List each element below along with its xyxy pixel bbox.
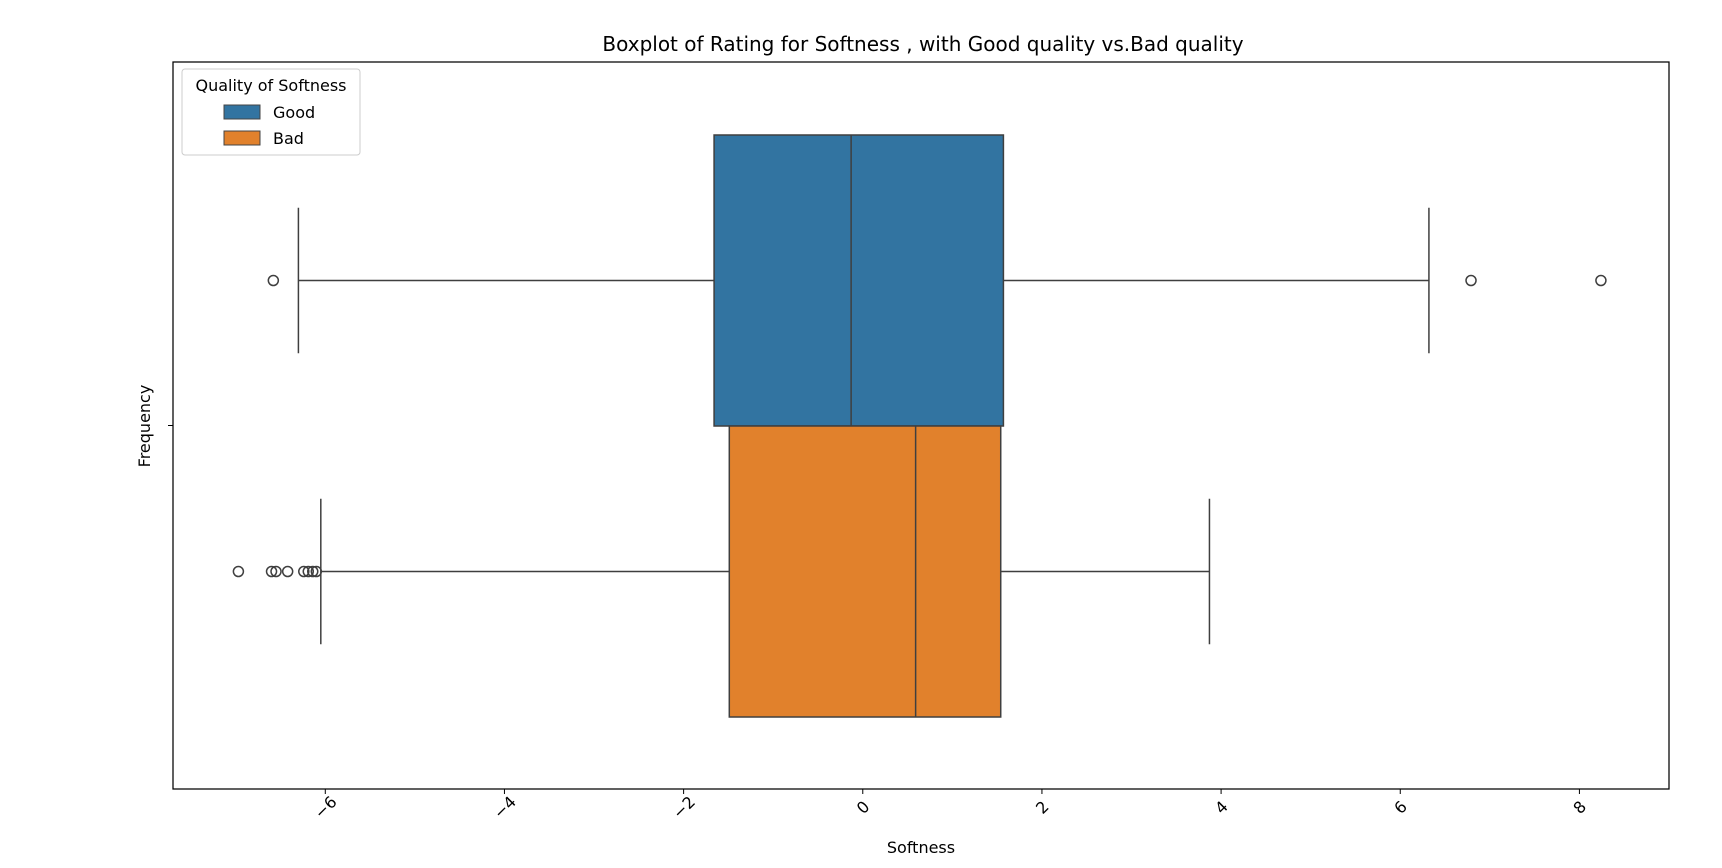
legend-swatch-bad	[223, 130, 261, 146]
outlier-point	[281, 565, 294, 578]
plot-area	[232, 134, 1607, 718]
legend-title: Quality of Softness	[196, 76, 347, 95]
outlier-point	[310, 565, 323, 578]
legend-entry-good: Good	[273, 103, 315, 122]
iqr-box	[713, 134, 1005, 427]
outlier-point	[298, 565, 310, 578]
outlier-point	[306, 565, 319, 578]
outlier-point	[265, 565, 278, 578]
outlier-point	[270, 565, 282, 578]
iqr-box	[728, 425, 1002, 718]
chart-title: Boxplot of Rating for Softness , with Go…	[602, 32, 1243, 56]
x-axis-label: Softness	[887, 838, 955, 857]
legend: Quality of Softness Good Bad	[181, 68, 361, 156]
outlier-point	[302, 565, 315, 578]
outlier-point	[1465, 274, 1477, 287]
legend-swatch-good	[223, 104, 261, 120]
y-axis-label: Frequency	[135, 385, 154, 468]
outlier-point	[267, 274, 280, 287]
outlier-point	[1595, 274, 1607, 287]
legend-entry-bad: Bad	[273, 129, 304, 148]
outlier-point	[232, 565, 245, 578]
box-bad	[232, 425, 1211, 718]
